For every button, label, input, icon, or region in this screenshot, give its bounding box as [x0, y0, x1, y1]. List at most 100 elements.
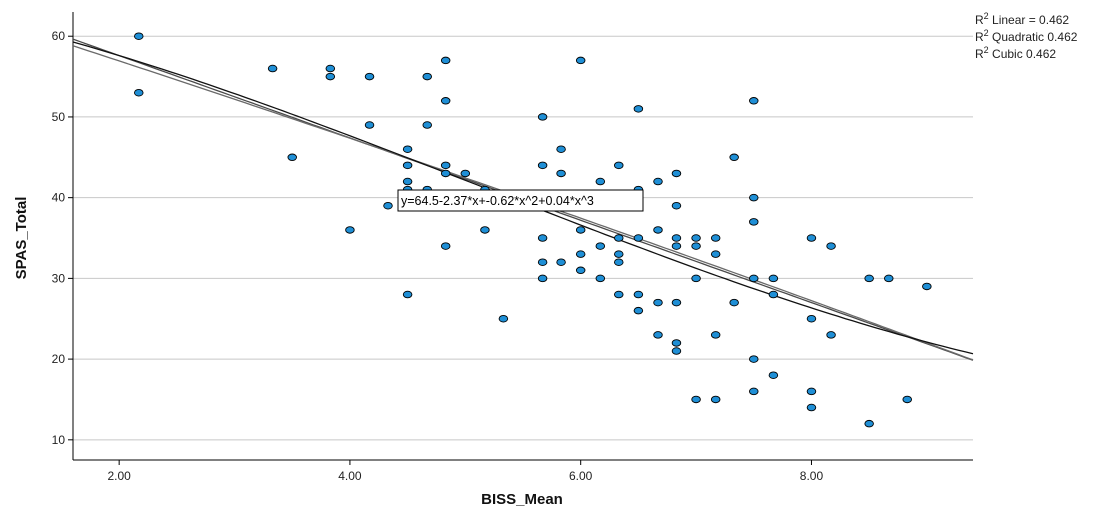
- data-point: [537, 258, 548, 266]
- data-point: [768, 274, 779, 283]
- legend-item-linear: R2 Linear = 0.462: [975, 11, 1069, 27]
- legend-superscript: 2: [984, 45, 989, 55]
- data-point: [671, 242, 682, 250]
- legend: R2 Linear = 0.462 R2 Quadratic 0.462 R2 …: [975, 11, 1078, 61]
- data-point: [287, 153, 297, 162]
- legend-item-quadratic: R2 Quadratic 0.462: [975, 28, 1078, 44]
- data-point: [691, 395, 701, 404]
- data-point: [653, 177, 663, 186]
- data-point: [671, 201, 682, 210]
- data-point: [864, 274, 874, 283]
- y-tick-label: 20: [52, 352, 66, 366]
- data-point: [440, 161, 451, 170]
- data-point: [498, 314, 509, 323]
- data-point: [134, 88, 144, 97]
- data-point: [806, 314, 817, 323]
- data-point: [710, 250, 721, 258]
- y-tick-label: 30: [52, 271, 66, 285]
- legend-item-cubic: R2 Cubic 0.462: [975, 45, 1056, 61]
- data-point: [595, 242, 606, 250]
- data-point: [614, 161, 624, 170]
- data-point: [575, 226, 586, 234]
- data-point: [922, 282, 932, 291]
- data-point: [749, 387, 759, 396]
- data-point: [729, 298, 739, 307]
- y-axis-title: SPAS_Total: [13, 197, 30, 280]
- y-tick-label: 60: [52, 29, 66, 43]
- data-point: [364, 121, 375, 129]
- data-point: [440, 242, 451, 250]
- x-tick-label: 8.00: [800, 469, 824, 483]
- data-point: [653, 298, 663, 307]
- data-point: [710, 395, 721, 404]
- data-point: [614, 234, 624, 242]
- data-point: [671, 234, 682, 242]
- data-point: [440, 97, 451, 105]
- data-point: [345, 226, 355, 234]
- legend-text: Quadratic 0.462: [989, 30, 1078, 44]
- data-point: [325, 64, 336, 73]
- data-point: [710, 331, 721, 339]
- data-point: [480, 226, 490, 234]
- data-point: [749, 97, 759, 105]
- data-point: [440, 56, 451, 65]
- legend-r-symbol: R: [975, 13, 984, 27]
- legend-r-symbol: R: [975, 30, 984, 44]
- y-tick-label: 50: [52, 110, 66, 124]
- data-point: [595, 274, 606, 283]
- legend-r-symbol: R: [975, 47, 984, 61]
- data-point: [614, 250, 624, 258]
- legend-superscript: 2: [984, 11, 989, 21]
- data-point: [614, 258, 624, 266]
- data-point: [134, 32, 144, 40]
- data-point: [537, 234, 548, 242]
- data-point: [422, 121, 432, 129]
- data-point: [902, 395, 912, 404]
- axes: 10 20 30 40 50 60 2.00 4.00 6.00 8.00: [52, 12, 973, 483]
- equation-annotation: y=64.5-2.37*x+-0.62*x^2+0.04*x^3: [397, 189, 644, 212]
- x-axis-title: BISS_Mean: [481, 491, 563, 508]
- data-point: [537, 113, 548, 121]
- data-point: [768, 371, 779, 379]
- data-point: [537, 161, 548, 170]
- data-point: [806, 234, 817, 242]
- data-point: [806, 403, 817, 412]
- data-point: [364, 72, 375, 81]
- data-point: [671, 339, 682, 347]
- equation-box: [397, 189, 644, 212]
- gridlines: [73, 35, 973, 441]
- data-point: [749, 193, 759, 202]
- data-points: [134, 32, 932, 428]
- data-point: [402, 290, 413, 299]
- x-tick-label: 6.00: [569, 469, 593, 483]
- data-point: [749, 274, 759, 283]
- data-point: [749, 355, 759, 363]
- data-point: [537, 274, 548, 283]
- x-tick-label: 4.00: [338, 469, 362, 483]
- data-point: [826, 242, 836, 250]
- data-point: [556, 258, 566, 266]
- data-point: [671, 298, 682, 307]
- data-point: [671, 169, 682, 178]
- equation-label: y=64.5-2.37*x+-0.62*x^2+0.04*x^3: [401, 194, 594, 208]
- data-point: [402, 161, 413, 170]
- data-point: [691, 242, 701, 250]
- data-point: [595, 177, 606, 186]
- data-point: [575, 266, 586, 275]
- data-point: [614, 290, 624, 299]
- data-point: [325, 72, 336, 81]
- data-point: [422, 72, 432, 81]
- data-point: [768, 290, 779, 299]
- data-point: [710, 234, 721, 242]
- data-point: [633, 306, 644, 315]
- data-point: [653, 226, 663, 234]
- data-point: [691, 274, 701, 283]
- data-point: [806, 387, 817, 396]
- data-point: [884, 274, 894, 283]
- data-point: [575, 56, 586, 65]
- data-point: [691, 234, 701, 242]
- legend-text: Linear = 0.462: [989, 13, 1070, 27]
- data-point: [383, 201, 393, 210]
